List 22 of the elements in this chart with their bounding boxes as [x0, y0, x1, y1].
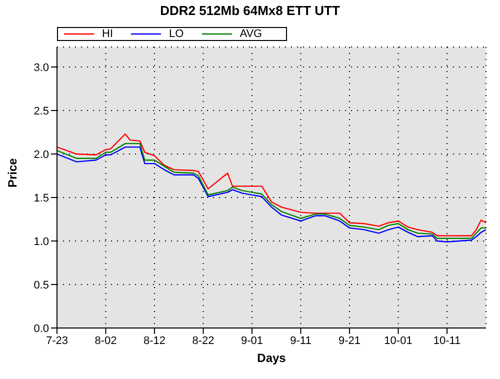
x-axis-title: Days — [257, 351, 286, 365]
y-tick-label: 0.5 — [34, 279, 49, 292]
x-tick-label: 8-12 — [143, 334, 166, 347]
x-tick-label: 8-22 — [192, 334, 214, 347]
x-tick-label: 10-01 — [384, 334, 412, 347]
legend-label: LO — [169, 28, 184, 40]
y-tick-label: 1.0 — [34, 236, 49, 248]
y-tick-label: 1.5 — [34, 192, 49, 204]
y-tick-label: 0.0 — [34, 322, 49, 335]
legend-label: AVG — [240, 28, 262, 40]
x-tick-label: 10-11 — [433, 334, 461, 347]
x-tick-label: 9-11 — [290, 334, 312, 347]
y-tick-label: 2.0 — [34, 148, 49, 161]
x-tick-label: 8-02 — [94, 334, 117, 347]
legend-label: HI — [102, 28, 113, 40]
y-tick-label: 3.0 — [34, 62, 49, 74]
y-axis-title: Price — [5, 158, 20, 188]
x-tick-label: 9-01 — [240, 334, 264, 347]
x-tick-label: 7-23 — [46, 334, 68, 347]
y-tick-label: 2.5 — [34, 105, 49, 118]
chart-title: DDR2 512Mb 64Mx8 ETT UTT — [159, 3, 341, 18]
x-tick-label: 9-21 — [338, 334, 361, 347]
